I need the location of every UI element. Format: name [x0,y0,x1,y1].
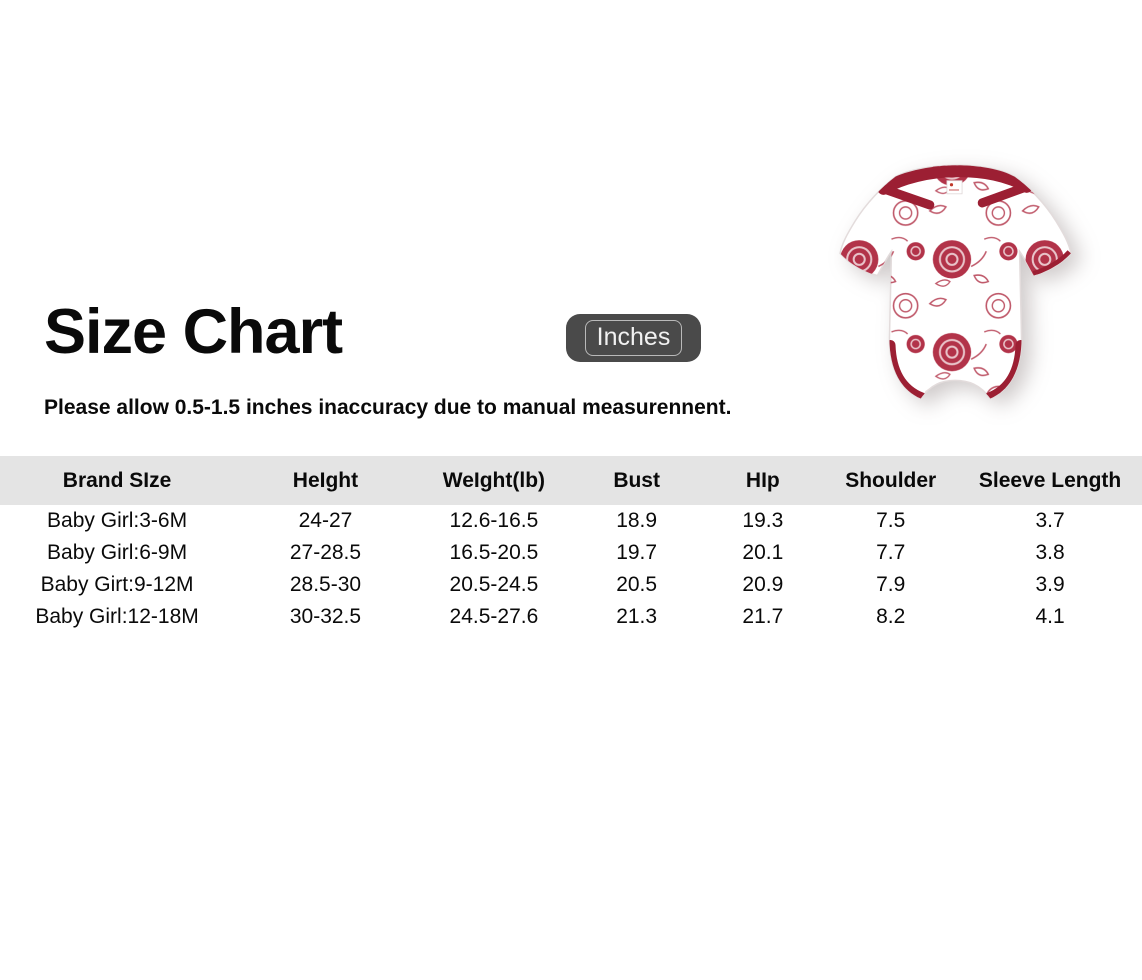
col-bust: Bust [613,468,660,492]
col-sleeve-length: Sleeve Length [978,468,1122,492]
page-title: Size Chart [44,297,343,367]
table-row: Baby Girl:6-9M 27-28.5 16.5-20.5 19.7 20… [0,537,1142,569]
cell-hip: 20.1 [742,541,784,564]
cell-height: 30-32.5 [289,605,362,628]
cell-weight: 12.6-16.5 [449,509,539,532]
neckline-trim [877,165,1033,195]
cell-bust: 18.9 [616,509,658,532]
cell-brand-size: Baby Girl:3-6M [47,509,188,532]
col-height: HeIght [292,468,359,492]
cell-sleeve-length: 4.1 [1035,605,1065,628]
cell-weight: 24.5-27.6 [449,605,539,628]
size-table-body: Baby Girl:3-6M 24-27 12.6-16.5 18.9 19.3… [0,505,1142,633]
cell-brand-size: Baby Girl:6-9M [47,541,188,564]
cell-sleeve-length: 3.9 [1035,573,1065,596]
cell-shoulder: 7.5 [876,509,906,532]
romper-trims [877,165,1071,399]
col-hip: HIp [745,468,780,492]
cell-shoulder: 7.9 [876,573,906,596]
product-photo-floral-romper [839,164,1072,400]
neck-tag-logo [949,183,954,187]
left-leg-trim [885,340,927,399]
cell-height: 24-27 [298,509,353,532]
table-row: Baby Girl:12-18M 30-32.5 24.5-27.6 21.3 … [0,601,1142,633]
right-cuff-trim [1032,250,1071,280]
left-envelope-flap [878,184,935,210]
crotch-scallop-edge [924,385,986,394]
cell-weight: 20.5-24.5 [449,573,539,596]
cell-height: 28.5-30 [289,573,362,596]
cell-sleeve-length: 3.7 [1035,509,1065,532]
cell-height: 27-28.5 [289,541,362,564]
size-table: Brand SIze HeIght WeIght(lb) Bust HIp Sh… [0,456,1142,633]
measurement-note: Please allow 0.5-1.5 inches inaccuracy d… [44,396,732,419]
size-table-header: Brand SIze HeIght WeIght(lb) Bust HIp Sh… [0,456,1142,505]
cell-bust: 20.5 [616,573,658,596]
cell-hip: 21.7 [742,605,784,628]
right-envelope-flap [977,182,1032,208]
cell-hip: 19.3 [742,509,784,532]
romper-rose-print [840,165,1071,399]
unit-toggle-label: Inches [584,320,683,356]
cell-brand-size: Baby Girl:12-18M [35,605,199,628]
table-row: Baby Girl:3-6M 24-27 12.6-16.5 18.9 19.3… [0,505,1142,537]
table-row: Baby Girt:9-12M 28.5-30 20.5-24.5 20.5 2… [0,569,1142,601]
cell-sleeve-length: 3.8 [1035,541,1065,564]
cell-shoulder: 8.2 [876,605,906,628]
neck-tag-text-line [948,189,960,191]
unit-toggle-button[interactable]: Inches [566,314,701,362]
cell-shoulder: 7.7 [876,541,906,564]
header-row: Brand SIze HeIght WeIght(lb) Bust HIp Sh… [0,456,1142,505]
cell-weight: 16.5-20.5 [449,541,539,564]
col-weight: WeIght(lb) [442,468,546,492]
cell-hip: 20.9 [742,573,784,596]
cell-brand-size: Baby Girt:9-12M [40,573,194,596]
neck-tag [946,180,963,195]
right-leg-trim [984,340,1026,399]
cell-bust: 19.7 [616,541,658,564]
col-shoulder: Shoulder [845,468,937,492]
cell-bust: 21.3 [616,605,658,628]
col-brand-size: Brand SIze [62,468,172,492]
